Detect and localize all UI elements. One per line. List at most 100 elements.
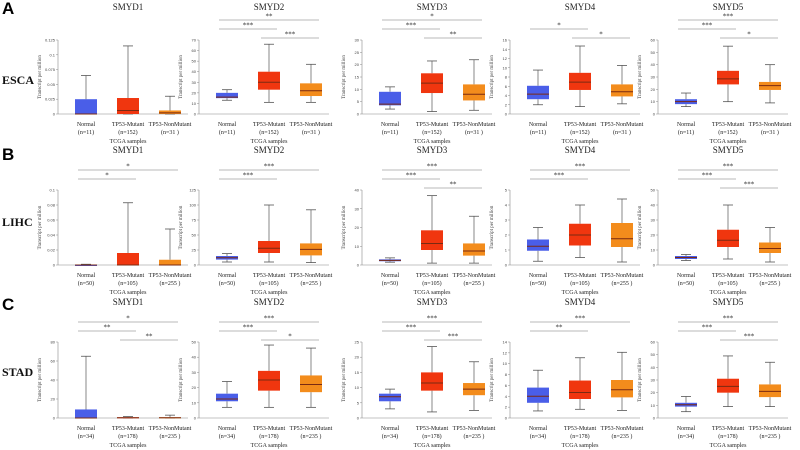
x-axis-label: TCGA samples bbox=[110, 290, 147, 296]
y-tick-label: 8 bbox=[505, 372, 508, 377]
group-n-label: (n=31 ) bbox=[761, 129, 779, 136]
panel-title: SMYD1 bbox=[113, 2, 144, 12]
group-label: TP53-Mutant bbox=[112, 122, 145, 128]
significance-stars: *** bbox=[702, 22, 713, 30]
panel-letter: B bbox=[2, 145, 14, 164]
significance-stars: * bbox=[126, 315, 130, 323]
group-label: Normal bbox=[77, 273, 96, 279]
box-normal bbox=[675, 396, 697, 413]
significance-stars: *** bbox=[723, 13, 734, 21]
y-tick-label: 20 bbox=[355, 225, 360, 230]
y-tick-label: 15 bbox=[355, 370, 360, 375]
box-tp53-nonmutant bbox=[463, 215, 485, 264]
group-label: TP53-NonMutant bbox=[149, 273, 192, 279]
panel-title: SMYD4 bbox=[565, 297, 596, 307]
iqr-box bbox=[759, 242, 781, 253]
y-tick-label: 10 bbox=[355, 87, 360, 92]
box-normal bbox=[75, 355, 97, 419]
significance-stars: * bbox=[105, 172, 109, 180]
significance-stars: *** bbox=[427, 315, 438, 323]
group-n-label: (n=11) bbox=[382, 129, 398, 136]
y-tick-label: 40 bbox=[651, 62, 656, 67]
box-normal bbox=[216, 253, 238, 263]
y-axis-label: Transcript per million bbox=[38, 358, 43, 402]
y-tick-label: 0.08 bbox=[47, 203, 56, 208]
significance-stars: * bbox=[557, 22, 561, 30]
panel-title: SMYD5 bbox=[713, 2, 744, 12]
panel-letter: C bbox=[2, 295, 14, 314]
y-axis-label: Transcript per million bbox=[179, 358, 184, 402]
box-tp53-mutant bbox=[117, 202, 139, 266]
boxplot-smyd2-stad: SMYD2 0 10 20 30 40 50 Transcript per million No… bbox=[179, 297, 333, 449]
box-normal bbox=[675, 92, 697, 107]
iqr-box bbox=[527, 239, 549, 251]
y-tick-label: 40 bbox=[355, 188, 360, 193]
group-n-label: (n=11) bbox=[219, 129, 235, 136]
significance-stars: *** bbox=[702, 172, 713, 180]
group-n-label: (n=50) bbox=[530, 280, 546, 287]
box-normal bbox=[216, 381, 238, 408]
iqr-box bbox=[717, 70, 739, 85]
y-tick-label: 2 bbox=[505, 233, 508, 238]
significance-stars: *** bbox=[243, 22, 254, 30]
iqr-box bbox=[463, 84, 485, 101]
y-axis-label: Transcript per million bbox=[38, 55, 43, 99]
y-tick-label: 75 bbox=[192, 218, 197, 223]
y-tick-label: 30 bbox=[651, 218, 656, 223]
x-axis-label: TCGA samples bbox=[110, 139, 147, 145]
y-tick-label: 30 bbox=[192, 80, 197, 85]
y-tick-label: 5 bbox=[357, 400, 360, 405]
box-normal bbox=[75, 75, 97, 115]
iqr-box bbox=[717, 378, 739, 393]
group-label: TP53-Mutant bbox=[712, 122, 745, 128]
y-tick-label: 10 bbox=[651, 99, 656, 104]
panel-title: SMYD1 bbox=[113, 297, 144, 307]
y-tick-label: 25 bbox=[355, 340, 360, 345]
group-n-label: (n=152) bbox=[570, 129, 589, 136]
significance-stars: *** bbox=[554, 172, 565, 180]
y-tick-label: 4 bbox=[505, 93, 508, 98]
significance-stars: *** bbox=[702, 324, 713, 332]
y-tick-label: 0 bbox=[653, 416, 656, 421]
group-n-label: (n=152) bbox=[118, 129, 137, 136]
box-tp53-mutant bbox=[569, 204, 591, 258]
y-tick-label: 1 bbox=[505, 248, 508, 253]
significance-stars: *** bbox=[264, 163, 275, 171]
group-label: Normal bbox=[529, 426, 548, 432]
y-tick-label: 60 bbox=[51, 359, 56, 364]
iqr-box bbox=[300, 375, 322, 393]
box-tp53-mutant bbox=[569, 45, 591, 107]
group-label: TP53-NonMutant bbox=[149, 426, 192, 432]
iqr-box bbox=[216, 92, 238, 99]
group-n-label: (n=105) bbox=[118, 280, 137, 287]
y-tick-label: 30 bbox=[355, 38, 360, 43]
x-axis-label: TCGA samples bbox=[251, 443, 288, 449]
significance-stars: ** bbox=[146, 333, 154, 341]
boxplot-smyd2-lihc: SMYD2 0 25 50 75 100 125 Transcript per million… bbox=[179, 145, 333, 296]
y-axis-label: Transcript per million bbox=[38, 205, 43, 249]
y-tick-label: 80 bbox=[51, 340, 56, 345]
y-tick-label: 10 bbox=[503, 361, 508, 366]
boxplot-smyd4-stad: SMYD4 0 2 4 6 8 10 12 14 Transcript per million No… bbox=[490, 297, 644, 449]
group-n-label: (n=11) bbox=[530, 129, 546, 136]
y-tick-label: 5 bbox=[505, 188, 508, 193]
significance-stars: *** bbox=[243, 172, 254, 180]
boxplot-smyd1-stad: SMYD1 0 20 40 60 80 Transcript per million Norm… bbox=[38, 297, 192, 449]
y-tick-label: 20 bbox=[651, 390, 656, 395]
y-tick-label: 10 bbox=[503, 65, 508, 70]
y-tick-label: 20 bbox=[651, 87, 656, 92]
x-axis-label: TCGA samples bbox=[562, 443, 599, 449]
iqr-box bbox=[421, 372, 443, 391]
significance-stars: * bbox=[747, 31, 751, 39]
y-tick-label: 40 bbox=[192, 69, 197, 74]
box-normal bbox=[527, 369, 549, 412]
y-axis-label: Transcript per million bbox=[490, 55, 495, 99]
box-tp53-mutant bbox=[421, 346, 443, 413]
group-n-label: (n=11) bbox=[678, 129, 694, 136]
y-tick-label: 20 bbox=[192, 90, 197, 95]
group-label: TP53-Mutant bbox=[564, 122, 597, 128]
box-tp53-nonmutant bbox=[159, 414, 181, 419]
y-tick-label: 50 bbox=[651, 188, 656, 193]
group-label: TP53-NonMutant bbox=[601, 273, 644, 279]
panel-title: SMYD3 bbox=[417, 297, 448, 307]
